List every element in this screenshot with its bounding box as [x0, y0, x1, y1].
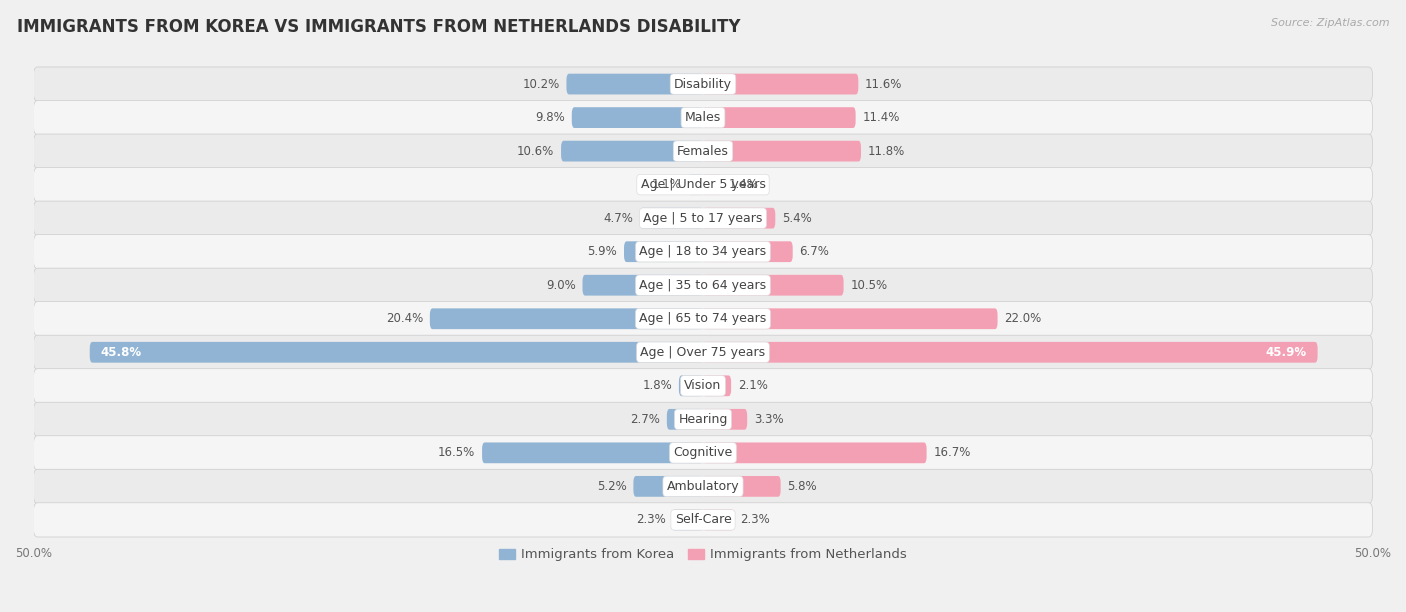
FancyBboxPatch shape — [703, 73, 858, 94]
Text: 9.0%: 9.0% — [546, 278, 576, 292]
Text: 2.3%: 2.3% — [636, 513, 665, 526]
FancyBboxPatch shape — [582, 275, 703, 296]
Text: 10.6%: 10.6% — [517, 144, 554, 158]
FancyBboxPatch shape — [640, 208, 703, 228]
FancyBboxPatch shape — [666, 409, 703, 430]
Text: Females: Females — [678, 144, 728, 158]
FancyBboxPatch shape — [34, 201, 1372, 235]
Text: 2.1%: 2.1% — [738, 379, 768, 392]
FancyBboxPatch shape — [34, 503, 1372, 537]
Text: Disability: Disability — [673, 78, 733, 91]
FancyBboxPatch shape — [703, 510, 734, 530]
FancyBboxPatch shape — [703, 141, 860, 162]
Text: Age | 35 to 64 years: Age | 35 to 64 years — [640, 278, 766, 292]
Text: 5.2%: 5.2% — [598, 480, 627, 493]
Text: Self-Care: Self-Care — [675, 513, 731, 526]
Text: 16.5%: 16.5% — [439, 446, 475, 460]
FancyBboxPatch shape — [430, 308, 703, 329]
FancyBboxPatch shape — [703, 174, 721, 195]
FancyBboxPatch shape — [34, 100, 1372, 135]
FancyBboxPatch shape — [34, 436, 1372, 470]
Text: 2.7%: 2.7% — [630, 413, 661, 426]
FancyBboxPatch shape — [703, 275, 844, 296]
Text: 11.8%: 11.8% — [868, 144, 905, 158]
FancyBboxPatch shape — [703, 409, 747, 430]
FancyBboxPatch shape — [34, 67, 1372, 101]
FancyBboxPatch shape — [34, 234, 1372, 269]
Text: 10.5%: 10.5% — [851, 278, 887, 292]
Text: 20.4%: 20.4% — [385, 312, 423, 325]
FancyBboxPatch shape — [482, 442, 703, 463]
FancyBboxPatch shape — [572, 107, 703, 128]
Text: 1.1%: 1.1% — [652, 178, 682, 191]
Text: Age | Under 5 years: Age | Under 5 years — [641, 178, 765, 191]
FancyBboxPatch shape — [34, 335, 1372, 370]
Text: Cognitive: Cognitive — [673, 446, 733, 460]
FancyBboxPatch shape — [703, 308, 998, 329]
Text: Vision: Vision — [685, 379, 721, 392]
Text: 5.8%: 5.8% — [787, 480, 817, 493]
Text: 11.6%: 11.6% — [865, 78, 903, 91]
Text: Age | Over 75 years: Age | Over 75 years — [641, 346, 765, 359]
Text: 16.7%: 16.7% — [934, 446, 970, 460]
FancyBboxPatch shape — [679, 375, 703, 396]
Text: Age | 5 to 17 years: Age | 5 to 17 years — [644, 212, 762, 225]
FancyBboxPatch shape — [34, 368, 1372, 403]
FancyBboxPatch shape — [703, 375, 731, 396]
Text: 22.0%: 22.0% — [1004, 312, 1042, 325]
Text: Source: ZipAtlas.com: Source: ZipAtlas.com — [1271, 18, 1389, 28]
Text: Males: Males — [685, 111, 721, 124]
FancyBboxPatch shape — [689, 174, 703, 195]
FancyBboxPatch shape — [624, 241, 703, 262]
Text: 1.8%: 1.8% — [643, 379, 672, 392]
Text: 45.9%: 45.9% — [1265, 346, 1308, 359]
FancyBboxPatch shape — [703, 442, 927, 463]
FancyBboxPatch shape — [703, 241, 793, 262]
FancyBboxPatch shape — [34, 302, 1372, 336]
FancyBboxPatch shape — [34, 134, 1372, 168]
FancyBboxPatch shape — [34, 402, 1372, 436]
FancyBboxPatch shape — [633, 476, 703, 497]
Text: Ambulatory: Ambulatory — [666, 480, 740, 493]
Text: 11.4%: 11.4% — [862, 111, 900, 124]
FancyBboxPatch shape — [34, 168, 1372, 202]
FancyBboxPatch shape — [672, 510, 703, 530]
Text: 2.3%: 2.3% — [741, 513, 770, 526]
Text: 5.9%: 5.9% — [588, 245, 617, 258]
Text: 10.2%: 10.2% — [523, 78, 560, 91]
Text: 5.4%: 5.4% — [782, 212, 811, 225]
FancyBboxPatch shape — [703, 208, 775, 228]
FancyBboxPatch shape — [34, 268, 1372, 302]
FancyBboxPatch shape — [703, 107, 856, 128]
Text: 45.8%: 45.8% — [100, 346, 142, 359]
FancyBboxPatch shape — [561, 141, 703, 162]
FancyBboxPatch shape — [567, 73, 703, 94]
Text: Age | 65 to 74 years: Age | 65 to 74 years — [640, 312, 766, 325]
FancyBboxPatch shape — [703, 342, 1317, 363]
FancyBboxPatch shape — [90, 342, 703, 363]
Text: Hearing: Hearing — [678, 413, 728, 426]
Text: 3.3%: 3.3% — [754, 413, 783, 426]
Text: 6.7%: 6.7% — [800, 245, 830, 258]
FancyBboxPatch shape — [34, 469, 1372, 504]
Text: 4.7%: 4.7% — [603, 212, 633, 225]
Text: 9.8%: 9.8% — [536, 111, 565, 124]
Text: Age | 18 to 34 years: Age | 18 to 34 years — [640, 245, 766, 258]
FancyBboxPatch shape — [703, 476, 780, 497]
Text: IMMIGRANTS FROM KOREA VS IMMIGRANTS FROM NETHERLANDS DISABILITY: IMMIGRANTS FROM KOREA VS IMMIGRANTS FROM… — [17, 18, 741, 36]
Text: 1.4%: 1.4% — [728, 178, 758, 191]
Legend: Immigrants from Korea, Immigrants from Netherlands: Immigrants from Korea, Immigrants from N… — [494, 543, 912, 567]
